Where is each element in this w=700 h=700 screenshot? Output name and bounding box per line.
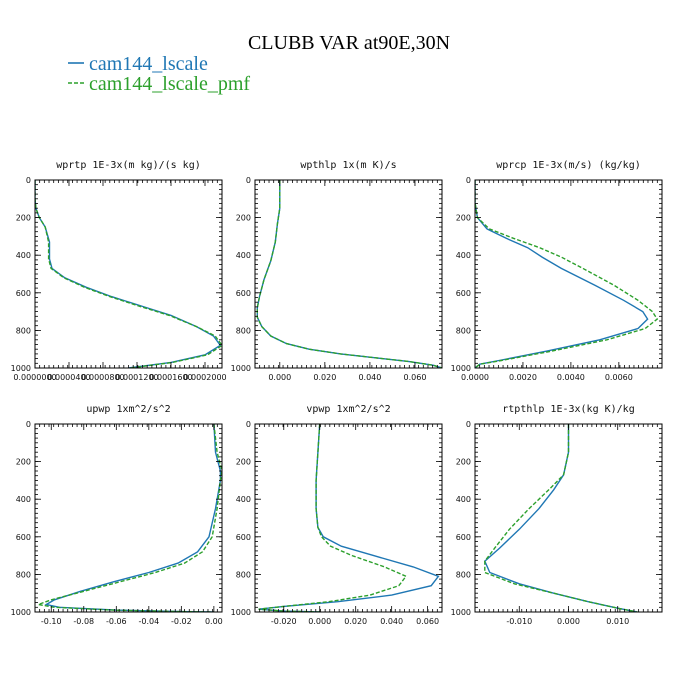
legend-label-cam144-lscale-pmf: cam144_lscale_pmf — [89, 73, 250, 95]
series-line-cam144-lscale-pmf — [35, 180, 222, 368]
series-line-cam144-lscale-pmf — [256, 180, 442, 368]
y-tick-label: 800 — [236, 570, 251, 579]
x-tick-label: 0.0002000 — [183, 373, 226, 382]
x-tick-label: 0.000 — [308, 617, 331, 626]
y-tick-label: 0 — [26, 176, 31, 185]
panels-grid: wprtp 1E-3x(m kg)/(s kg)0.00000000.00004… — [11, 160, 663, 626]
x-tick-label: -0.08 — [73, 617, 94, 626]
plot-frame — [254, 423, 443, 613]
y-tick-label: 200 — [456, 214, 471, 223]
x-tick-label: -0.010 — [506, 617, 532, 626]
x-tick-label: 0.0000 — [461, 373, 489, 382]
x-tick-label: 0.00 — [205, 617, 223, 626]
y-tick-label: 200 — [236, 458, 251, 467]
y-tick-label: 1000 — [11, 364, 31, 373]
legend-label-cam144-lscale: cam144_lscale — [89, 53, 208, 75]
y-tick-label: 0 — [246, 420, 251, 429]
plot-frame — [254, 179, 443, 369]
y-tick-label: 600 — [236, 533, 251, 542]
x-tick-label: 0.0000400 — [47, 373, 90, 382]
series-line-cam144-lscale — [256, 180, 442, 368]
panel-title: rtpthlp 1E-3x(kg K)/kg — [502, 404, 634, 415]
x-tick-label: 0.040 — [380, 617, 403, 626]
series-line-cam144-lscale — [35, 180, 222, 368]
y-tick-label: 1000 — [11, 608, 31, 617]
chart-panel-5: vpwp 1xm^2/s^2 -0.020 0.000 0.020 0.040 0.060… — [231, 404, 443, 626]
y-tick-label: 800 — [456, 326, 471, 335]
x-tick-label: 0.0040 — [557, 373, 585, 382]
y-tick-label: 400 — [16, 495, 31, 504]
series-line-cam144-lscale-pmf — [484, 424, 638, 612]
y-tick-label: 600 — [236, 289, 251, 298]
series-line-cam144-lscale — [483, 424, 638, 612]
x-tick-label: 0.0020 — [509, 373, 537, 382]
series-line-cam144-lscale-pmf — [475, 180, 659, 368]
y-tick-label: 800 — [456, 570, 471, 579]
y-tick-label: 200 — [16, 458, 31, 467]
series-line-cam144-lscale-pmf — [258, 424, 408, 612]
plot-frame — [34, 179, 223, 369]
y-tick-label: 1000 — [231, 608, 251, 617]
chart-panel-6: rtpthlp 1E-3x(kg K)/kg -0.010 0.000 0.010 0 2… — [451, 404, 663, 626]
x-tick-label: 0.000 — [268, 373, 291, 382]
y-tick-label: 600 — [16, 289, 31, 298]
panel-title: wprtp 1E-3x(m kg)/(s kg) — [56, 160, 201, 171]
x-tick-label: -0.020 — [271, 617, 297, 626]
x-tick-label: 0.060 — [416, 617, 439, 626]
y-tick-label: 400 — [16, 251, 31, 260]
x-tick-label: 0.0060 — [605, 373, 633, 382]
y-tick-label: 0 — [466, 176, 471, 185]
x-tick-label: 0.010 — [606, 617, 629, 626]
y-tick-label: 0 — [466, 420, 471, 429]
y-tick-label: 1000 — [231, 364, 251, 373]
x-tick-label: 0.0001200 — [115, 373, 158, 382]
series-line-cam144-lscale — [258, 424, 440, 612]
x-tick-label: -0.02 — [171, 617, 192, 626]
panel-title: upwp 1xm^2/s^2 — [86, 404, 170, 415]
legend: cam144_lscale cam144_lscale_pmf — [68, 53, 250, 95]
y-tick-label: 400 — [236, 495, 251, 504]
x-tick-label: -0.06 — [106, 617, 127, 626]
y-tick-label: 200 — [456, 458, 471, 467]
y-tick-label: 1000 — [451, 608, 471, 617]
panel-title: vpwp 1xm^2/s^2 — [306, 404, 390, 415]
y-tick-label: 400 — [236, 251, 251, 260]
x-tick-label: -0.10 — [41, 617, 62, 626]
panel-title: wprcp 1E-3x(m/s) (kg/kg) — [496, 160, 641, 171]
y-tick-label: 800 — [16, 326, 31, 335]
x-tick-label: -0.04 — [138, 617, 159, 626]
x-tick-label: 0.0000800 — [81, 373, 124, 382]
series-line-cam144-lscale — [44, 424, 222, 612]
y-tick-label: 0 — [246, 176, 251, 185]
figure-title: CLUBB VAR at90E,30N — [248, 32, 450, 54]
y-tick-label: 600 — [16, 533, 31, 542]
plot-frame — [474, 179, 663, 369]
chart-panel-4: upwp 1xm^2/s^2 -0.10 -0.08 -0.06 -0.04 -0.02 0… — [11, 404, 223, 626]
y-tick-label: 200 — [236, 214, 251, 223]
y-tick-label: 800 — [236, 326, 251, 335]
y-tick-label: 0 — [26, 420, 31, 429]
y-tick-label: 200 — [16, 214, 31, 223]
chart-panel-2: wpthlp 1x(m K)/s 0.000 0.020 0.040 0.060 0 200… — [231, 160, 443, 382]
chart-panel-1: wprtp 1E-3x(m kg)/(s kg) 0.00000000.00004… — [11, 160, 227, 382]
y-tick-label: 600 — [456, 289, 471, 298]
series-line-cam144-lscale — [475, 180, 649, 368]
series-line-cam144-lscale-pmf — [35, 424, 222, 612]
y-tick-label: 400 — [456, 495, 471, 504]
x-tick-label: 0.020 — [313, 373, 336, 382]
y-tick-label: 600 — [456, 533, 471, 542]
panel-title: wpthlp 1x(m K)/s — [300, 160, 396, 171]
x-tick-label: 0.020 — [344, 617, 367, 626]
x-tick-label: 0.000 — [557, 617, 580, 626]
y-tick-label: 400 — [456, 251, 471, 260]
x-tick-label: 0.040 — [358, 373, 381, 382]
x-tick-label: 0.0001600 — [149, 373, 192, 382]
y-tick-label: 800 — [16, 570, 31, 579]
x-tick-label: 0.060 — [404, 373, 427, 382]
chart-panel-3: wprcp 1E-3x(m/s) (kg/kg) 0.0000 0.0020 0.00… — [451, 160, 663, 382]
y-tick-label: 1000 — [451, 364, 471, 373]
x-tick-label: 0.0000000 — [13, 373, 56, 382]
plot-frame — [34, 423, 223, 613]
